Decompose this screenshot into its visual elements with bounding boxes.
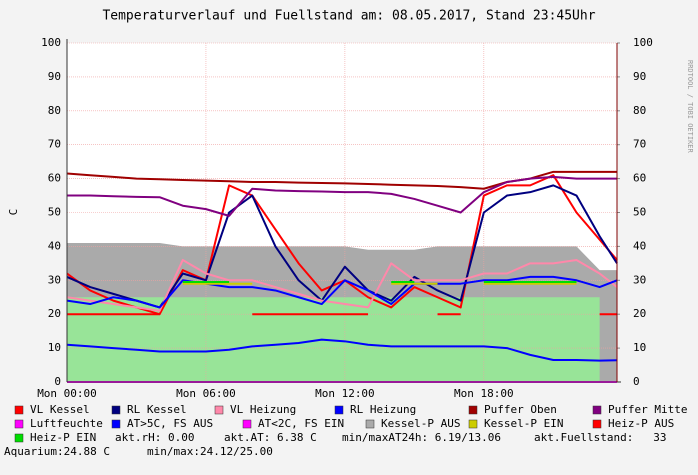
series-line [66, 258, 618, 312]
info-text: min/maxAT24h: 6.19/13.06 [342, 431, 501, 444]
y-tick-label: 20 [48, 307, 61, 320]
info-text: Aquarium:24.88 C [4, 445, 110, 458]
legend-label: VL Kessel [30, 403, 90, 416]
y-tick-label: 60 [48, 172, 61, 185]
legend-swatch [468, 405, 478, 415]
legend-swatch [14, 405, 24, 415]
y2-tick-label: 90 [633, 70, 646, 83]
y-tick-label: 30 [48, 273, 61, 286]
y-tick-label: 0 [54, 375, 61, 388]
y-axis-label: C [7, 209, 20, 216]
legend-swatch [111, 419, 121, 429]
watermark: RRDTOOL / TOBI OETIKER [686, 60, 694, 154]
legend-swatch [214, 405, 224, 415]
y2-tick-label: 40 [633, 239, 646, 252]
legend-swatch [111, 405, 121, 415]
legend-swatch [365, 419, 375, 429]
y2-tick-label: 70 [633, 138, 646, 151]
legend-swatch [14, 419, 24, 429]
legend-label: Heiz-P EIN [30, 431, 96, 444]
legend-label: Puffer Oben [484, 403, 557, 416]
legend-label: RL Kessel [127, 403, 187, 416]
x-tick-label: Mon 12:00 [315, 387, 375, 400]
legend-swatch [592, 419, 602, 429]
y-tick-label: 10 [48, 341, 61, 354]
legend-label: AT<2C, FS EIN [258, 417, 344, 430]
info-text: akt.Fuellstand: 33 [534, 431, 666, 444]
series-line [66, 338, 618, 362]
legend-label: Kessel-P EIN [484, 417, 563, 430]
legend-swatch [468, 419, 478, 429]
legend-swatch [14, 433, 24, 443]
legend-label: RL Heizung [350, 403, 416, 416]
info-text: min/max:24.12/25.00 [147, 445, 273, 458]
legend-label: Kessel-P AUS [381, 417, 460, 430]
chart-title: Temperaturverlauf und Fuellstand am: 08.… [102, 9, 595, 24]
y-tick-label: 80 [48, 104, 61, 117]
y-tick-label: 100 [41, 36, 61, 49]
legend-swatch [592, 405, 602, 415]
info-text: akt.AT: 6.38 C [224, 431, 317, 444]
y2-tick-label: 60 [633, 172, 646, 185]
y2-tick-label: 30 [633, 273, 646, 286]
series-line [66, 275, 618, 309]
y-tick-label: 40 [48, 239, 61, 252]
y2-tick-label: 10 [633, 341, 646, 354]
legend-label: Heiz-P AUS [608, 417, 674, 430]
y2-tick-label: 80 [633, 104, 646, 117]
legend-swatch [242, 419, 252, 429]
series-line [67, 175, 617, 217]
y2-tick-label: 100 [633, 36, 653, 49]
y2-tick-label: 0 [633, 375, 640, 388]
y-tick-label: 50 [48, 206, 61, 219]
legend-label: Puffer Mitte [608, 403, 687, 416]
y2-tick-label: 20 [633, 307, 646, 320]
y-tick-label: 70 [48, 138, 61, 151]
legend-label: Luftfeuchte [30, 417, 103, 430]
legend-label: VL Heizung [230, 403, 296, 416]
info-text: akt.rH: 0.00 [115, 431, 194, 444]
y2-tick-label: 50 [633, 206, 646, 219]
y-tick-label: 90 [48, 70, 61, 83]
x-tick-label: Mon 06:00 [176, 387, 236, 400]
x-tick-label: Mon 00:00 [37, 387, 97, 400]
x-tick-label: Mon 18:00 [454, 387, 514, 400]
legend-swatch [334, 405, 344, 415]
legend-label: AT>5C, FS AUS [127, 417, 213, 430]
